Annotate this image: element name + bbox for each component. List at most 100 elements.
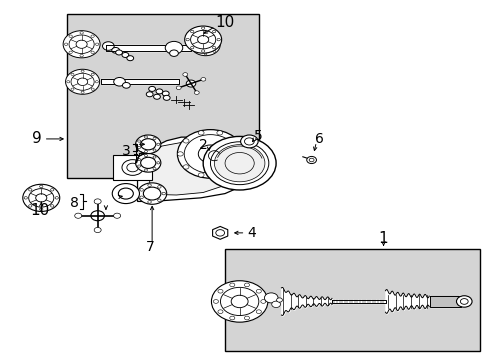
Circle shape	[176, 86, 181, 90]
Text: 6: 6	[314, 132, 323, 146]
Text: 10: 10	[215, 15, 234, 30]
Circle shape	[204, 35, 206, 37]
Circle shape	[201, 77, 205, 81]
Circle shape	[122, 82, 130, 88]
Circle shape	[191, 34, 220, 56]
Circle shape	[67, 81, 70, 83]
Circle shape	[112, 184, 139, 203]
Text: 3: 3	[121, 144, 130, 158]
Circle shape	[195, 50, 198, 52]
Circle shape	[195, 38, 215, 52]
Circle shape	[190, 30, 193, 33]
Circle shape	[183, 165, 188, 169]
Circle shape	[271, 301, 280, 307]
Circle shape	[231, 165, 237, 169]
Bar	[224, 249, 479, 351]
Circle shape	[141, 139, 156, 150]
Circle shape	[157, 186, 161, 188]
Circle shape	[229, 283, 234, 287]
Circle shape	[213, 300, 218, 303]
Circle shape	[81, 91, 84, 93]
Circle shape	[163, 95, 170, 100]
Circle shape	[244, 316, 249, 320]
Circle shape	[144, 169, 147, 171]
Circle shape	[244, 138, 254, 145]
Circle shape	[214, 145, 264, 182]
Circle shape	[143, 187, 161, 200]
Circle shape	[94, 228, 101, 233]
Circle shape	[137, 165, 141, 167]
Circle shape	[198, 173, 203, 177]
Circle shape	[204, 53, 206, 55]
Circle shape	[156, 89, 163, 94]
Circle shape	[162, 91, 169, 96]
Circle shape	[75, 213, 81, 218]
Circle shape	[77, 78, 87, 86]
Circle shape	[240, 135, 258, 148]
Circle shape	[137, 147, 141, 149]
Circle shape	[157, 143, 160, 145]
Text: 5: 5	[254, 129, 263, 143]
Circle shape	[231, 295, 247, 308]
Circle shape	[198, 131, 203, 135]
Circle shape	[183, 139, 188, 143]
Circle shape	[114, 77, 125, 86]
Circle shape	[153, 94, 160, 99]
Circle shape	[183, 73, 187, 76]
Circle shape	[122, 53, 128, 58]
Circle shape	[118, 188, 133, 199]
Circle shape	[177, 130, 243, 178]
Text: 9: 9	[31, 131, 41, 147]
Polygon shape	[137, 137, 251, 202]
Circle shape	[102, 42, 114, 50]
Circle shape	[80, 54, 83, 57]
Circle shape	[184, 26, 221, 53]
Circle shape	[216, 173, 222, 177]
Circle shape	[153, 167, 156, 170]
Circle shape	[91, 73, 94, 76]
Circle shape	[157, 162, 160, 164]
Circle shape	[210, 142, 268, 185]
Circle shape	[40, 208, 43, 211]
Circle shape	[201, 42, 209, 48]
Circle shape	[216, 44, 219, 46]
Circle shape	[65, 69, 100, 94]
Circle shape	[146, 92, 153, 97]
Circle shape	[153, 149, 156, 151]
Polygon shape	[331, 300, 385, 303]
Circle shape	[177, 152, 183, 156]
Circle shape	[126, 163, 138, 172]
Circle shape	[94, 199, 101, 204]
Polygon shape	[116, 189, 136, 198]
Circle shape	[165, 41, 183, 54]
Circle shape	[135, 135, 161, 154]
Circle shape	[140, 196, 143, 199]
Circle shape	[230, 157, 248, 170]
Circle shape	[144, 154, 147, 157]
Circle shape	[256, 289, 261, 293]
Circle shape	[244, 283, 249, 287]
Circle shape	[459, 298, 467, 304]
Circle shape	[306, 157, 316, 163]
Polygon shape	[429, 296, 460, 307]
Circle shape	[184, 135, 236, 173]
Circle shape	[71, 73, 94, 90]
Circle shape	[216, 131, 222, 135]
Bar	[113, 155, 152, 180]
Circle shape	[215, 230, 224, 236]
Circle shape	[190, 46, 193, 49]
Circle shape	[148, 86, 155, 91]
Circle shape	[95, 43, 99, 45]
Circle shape	[137, 158, 141, 161]
Bar	[67, 14, 259, 178]
Circle shape	[153, 138, 156, 140]
Circle shape	[69, 35, 94, 54]
Circle shape	[220, 149, 259, 177]
Circle shape	[29, 189, 32, 191]
Circle shape	[212, 46, 215, 49]
Circle shape	[195, 38, 198, 40]
Text: 4: 4	[246, 226, 255, 240]
Circle shape	[50, 205, 54, 207]
Circle shape	[308, 158, 313, 162]
Circle shape	[237, 152, 243, 156]
